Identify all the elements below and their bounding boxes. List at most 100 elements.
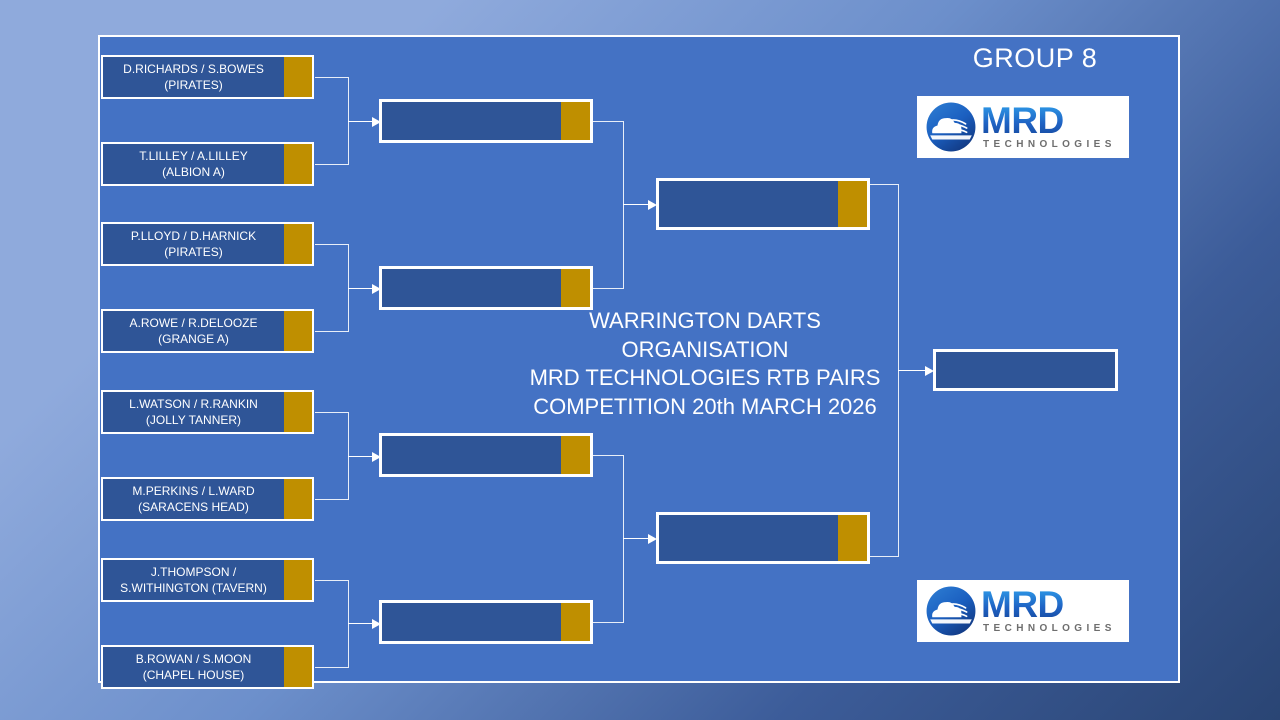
team-score[interactable] [284, 647, 312, 687]
match-slot-semifinal[interactable] [656, 178, 870, 230]
team-name: P.LLOYD / D.HARNICK (PIRATES) [103, 224, 284, 264]
team-name: T.LILLEY / A.LILLEY (ALBION A) [103, 144, 284, 184]
bracket-connector [315, 412, 349, 413]
bracket-connector [315, 667, 349, 668]
team-venue: (PIRATES) [164, 245, 223, 259]
mrd-wordmark: MRD TECHNOLOGIES [977, 586, 1121, 634]
team-name: L.WATSON / R.RANKIN (JOLLY TANNER) [103, 392, 284, 432]
match-slot-round2[interactable] [379, 266, 593, 310]
bracket-connector [623, 455, 624, 623]
bracket-connector [315, 77, 349, 78]
team-score[interactable] [284, 57, 312, 97]
bracket-arrow-icon [372, 284, 381, 294]
match-slot-final[interactable] [933, 349, 1118, 391]
match-slot-round2[interactable] [379, 433, 593, 477]
bracket-connector [315, 164, 349, 165]
mrd-wordmark: MRD TECHNOLOGIES [977, 102, 1121, 150]
match-slot-semifinal[interactable] [656, 512, 870, 564]
table-row[interactable]: T.LILLEY / A.LILLEY (ALBION A) [101, 142, 314, 186]
mrd-cloud-circuit-icon [926, 586, 976, 636]
team-score[interactable] [284, 392, 312, 432]
bracket-arrow-icon [372, 452, 381, 462]
bracket-connector [593, 622, 624, 623]
table-row[interactable]: M.PERKINS / L.WARD (SARACENS HEAD) [101, 477, 314, 521]
bracket-connector [315, 244, 349, 245]
team-name: B.ROWAN / S.MOON (CHAPEL HOUSE) [103, 647, 284, 687]
mrd-technologies-logo-bottom: MRD TECHNOLOGIES [917, 580, 1129, 642]
team-score[interactable] [284, 311, 312, 351]
bracket-connector [623, 121, 624, 289]
team-players: D.RICHARDS / S.BOWES [123, 61, 264, 76]
bracket-connector [623, 538, 650, 539]
mrd-cloud-circuit-icon [926, 102, 976, 152]
match-team-label [659, 515, 838, 561]
team-players: B.ROWAN / S.MOON [135, 651, 252, 666]
bracket-connector [348, 121, 374, 122]
match-slot-round2[interactable] [379, 600, 593, 644]
bracket-arrow-icon [648, 534, 657, 544]
match-team-label [382, 603, 561, 641]
group-title: GROUP 8 [972, 43, 1098, 73]
mrd-technologies-logo-top: MRD TECHNOLOGIES [917, 96, 1129, 158]
bracket-connector [593, 288, 624, 289]
team-players: A.ROWE / R.DELOOZE [129, 315, 258, 330]
match-score[interactable] [838, 515, 867, 561]
bracket-connector [348, 580, 349, 668]
table-row[interactable]: J.THOMPSON / S.WITHINGTON (TAVERN) [101, 558, 314, 602]
table-row[interactable]: P.LLOYD / D.HARNICK (PIRATES) [101, 222, 314, 266]
team-name: D.RICHARDS / S.BOWES (PIRATES) [103, 57, 284, 97]
bracket-connector [623, 204, 650, 205]
match-score[interactable] [838, 181, 867, 227]
bracket-connector [315, 499, 349, 500]
bracket-connector [898, 370, 927, 371]
team-venue: S.WITHINGTON (TAVERN) [120, 581, 267, 595]
team-players: M.PERKINS / L.WARD [132, 483, 255, 498]
match-score[interactable] [561, 436, 590, 474]
mrd-logo-subtitle: TECHNOLOGIES [983, 622, 1116, 634]
bracket-connector [348, 456, 374, 457]
match-team-label [382, 102, 561, 140]
team-score[interactable] [284, 479, 312, 519]
team-score[interactable] [284, 560, 312, 600]
bracket-connector [315, 331, 349, 332]
bracket-connector [870, 556, 899, 557]
bracket-connector [348, 623, 374, 624]
mrd-logo-subtitle: TECHNOLOGIES [983, 138, 1116, 150]
team-players: L.WATSON / R.RANKIN [129, 396, 258, 411]
match-score[interactable] [561, 269, 590, 307]
match-score[interactable] [561, 603, 590, 641]
event-title: WARRINGTON DARTS ORGANISATION MRD TECHNO… [505, 307, 905, 421]
event-title-line-1: WARRINGTON DARTS [589, 308, 821, 333]
team-players: J.THOMPSON / [150, 564, 237, 579]
match-team-label [936, 352, 1115, 388]
bracket-panel: GROUP 8 MRD TECHNOLOGIES [98, 35, 1180, 689]
team-venue: (PIRATES) [164, 78, 223, 92]
bracket-connector [593, 455, 624, 456]
team-score[interactable] [284, 224, 312, 264]
team-venue: (SARACENS HEAD) [138, 500, 249, 514]
match-team-label [382, 269, 561, 307]
table-row[interactable]: B.ROWAN / S.MOON (CHAPEL HOUSE) [101, 645, 314, 689]
mrd-logo-name: MRD [981, 586, 1121, 623]
bracket-connector [870, 184, 899, 185]
table-row[interactable]: A.ROWE / R.DELOOZE (GRANGE A) [101, 309, 314, 353]
team-players: T.LILLEY / A.LILLEY [139, 148, 248, 163]
team-venue: (ALBION A) [162, 165, 225, 179]
team-players: P.LLOYD / D.HARNICK [130, 228, 257, 243]
team-name: A.ROWE / R.DELOOZE (GRANGE A) [103, 311, 284, 351]
table-row[interactable]: D.RICHARDS / S.BOWES (PIRATES) [101, 55, 314, 99]
event-title-line-2: ORGANISATION [621, 336, 789, 362]
team-name: J.THOMPSON / S.WITHINGTON (TAVERN) [103, 560, 284, 600]
team-venue: (JOLLY TANNER) [145, 413, 242, 427]
match-team-label [659, 181, 838, 227]
team-score[interactable] [284, 144, 312, 184]
bracket-connector [315, 580, 349, 581]
match-slot-round2[interactable] [379, 99, 593, 143]
team-name: M.PERKINS / L.WARD (SARACENS HEAD) [103, 479, 284, 519]
bracket-arrow-icon [372, 117, 381, 127]
team-venue: (CHAPEL HOUSE) [142, 668, 245, 682]
match-score[interactable] [561, 102, 590, 140]
event-title-line-3: MRD TECHNOLOGIES RTB PAIRS [529, 365, 881, 391]
match-team-label [382, 436, 561, 474]
table-row[interactable]: L.WATSON / R.RANKIN (JOLLY TANNER) [101, 390, 314, 434]
